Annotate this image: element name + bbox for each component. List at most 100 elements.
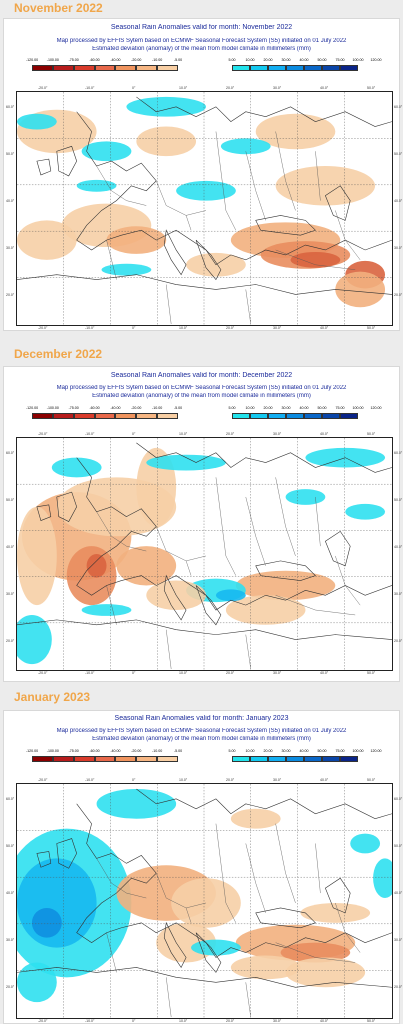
- country-border: [96, 165, 147, 206]
- legend-tick-label: 40.00: [299, 749, 309, 753]
- legend-swatch-positive: [232, 756, 250, 762]
- latitude-label: 60.0°: [6, 451, 15, 455]
- map-graphic: [17, 784, 392, 1018]
- dry-anomaly-area: [235, 570, 336, 601]
- coastline: [56, 145, 78, 177]
- latitude-label-right: 40.0°: [394, 545, 403, 549]
- dry-anomaly-area: [17, 506, 57, 606]
- coastline: [36, 851, 52, 868]
- coastline: [255, 907, 316, 929]
- country-border: [185, 907, 192, 923]
- legend-swatch-negative: [115, 756, 137, 762]
- longitude-label: -20.0°: [38, 1019, 48, 1023]
- coastline: [195, 239, 222, 281]
- country-border: [185, 215, 192, 231]
- wet-anomaly-area: [17, 962, 57, 1003]
- dry-anomaly-area: [275, 166, 376, 206]
- country-border: [275, 477, 296, 557]
- legend-swatch-negative: [94, 756, 116, 762]
- longitude-label-top: 40.0°: [320, 778, 329, 782]
- latitude-label-right: 40.0°: [394, 199, 403, 203]
- longitude-label: 40.0°: [320, 1019, 329, 1023]
- rain-anomaly-map: [16, 437, 393, 671]
- coastline: [121, 229, 392, 266]
- dry-anomaly-area: [86, 554, 107, 578]
- map-units-note: Estimated deviation (anomaly) of the mea…: [92, 736, 311, 742]
- longitude-label: 0°: [132, 671, 136, 675]
- map-title: Seasonal Rain Anomalies valid for month:…: [110, 372, 293, 379]
- coastline: [56, 491, 78, 522]
- latitude-label-right: 50.0°: [394, 498, 403, 502]
- coastline: [324, 530, 351, 567]
- country-border: [96, 511, 147, 552]
- dry-anomaly-area: [290, 251, 341, 268]
- legend-swatch-negative: [136, 65, 158, 71]
- latitude-label: 20.0°: [6, 293, 15, 297]
- country-border: [166, 977, 172, 1018]
- longitude-label: 30.0°: [273, 326, 282, 330]
- legend-tick-label: 30.00: [281, 406, 291, 410]
- latitude-label-right: 20.0°: [394, 639, 403, 643]
- legend-tick-label: 50.00: [317, 58, 327, 62]
- country-border: [315, 151, 321, 201]
- legend-swatch-negative: [94, 65, 116, 71]
- legend-tick-label: -5.00: [173, 406, 183, 410]
- latitude-label-right: 50.0°: [394, 844, 403, 848]
- legend-tick-label: 120.00: [370, 58, 382, 62]
- latitude-label: 20.0°: [6, 985, 15, 989]
- longitude-label-top: -10.0°: [85, 778, 95, 782]
- legend-swatch-positive: [304, 65, 322, 71]
- legend-tick-label: 30.00: [281, 58, 291, 62]
- legend-swatch-negative: [115, 413, 137, 419]
- coastline: [136, 788, 392, 820]
- country-border: [156, 180, 207, 216]
- country-border: [215, 823, 237, 923]
- country-border: [315, 843, 321, 894]
- longitude-label-top: 10.0°: [179, 86, 188, 90]
- section-title: November 2022: [14, 1, 103, 15]
- country-border: [166, 284, 172, 325]
- section-title: January 2023: [14, 690, 91, 704]
- legend-tick-label: -10.00: [152, 749, 163, 753]
- legend-tick-label: 50.00: [317, 749, 327, 753]
- legend-swatch-negative: [115, 65, 137, 71]
- legend-swatch-positive: [322, 65, 340, 71]
- country-border: [275, 823, 296, 904]
- wet-anomaly-area: [176, 180, 236, 201]
- dry-anomaly-area: [285, 957, 366, 988]
- longitude-label-top: 0°: [132, 432, 136, 436]
- map-units-note: Estimated deviation (anomaly) of the mea…: [92, 393, 311, 399]
- country-border: [166, 629, 172, 670]
- legend-swatch-positive: [268, 756, 286, 762]
- latitude-label: 30.0°: [6, 246, 15, 250]
- latitude-label-right: 30.0°: [394, 592, 403, 596]
- latitude-label-right: 60.0°: [394, 105, 403, 109]
- country-border: [245, 151, 266, 221]
- section-january-2023: January 2023 Seasonal Rain Anomalies val…: [0, 685, 403, 1024]
- legend-tick-label: -20.00: [131, 58, 142, 62]
- legend-swatch-positive: [250, 756, 268, 762]
- legend-swatch-negative: [73, 65, 95, 71]
- legend-tick-label: -75.00: [68, 58, 79, 62]
- longitude-label-top: -10.0°: [85, 432, 95, 436]
- coastline: [36, 158, 52, 176]
- longitude-label: 20.0°: [226, 326, 235, 330]
- longitude-label-top: 30.0°: [273, 86, 282, 90]
- legend-swatch-positive: [304, 413, 322, 419]
- wet-anomaly-area: [350, 833, 381, 854]
- coastline: [36, 504, 52, 521]
- longitude-label: 50.0°: [367, 1019, 376, 1023]
- section-november-2022: November 2022 Seasonal Rain Anomalies va…: [0, 0, 403, 340]
- country-border: [156, 873, 207, 909]
- country-border: [245, 496, 266, 566]
- coastline: [76, 457, 157, 596]
- legend-swatch-positive: [340, 413, 358, 419]
- longitude-label-top: 50.0°: [367, 778, 376, 782]
- wet-anomaly-area: [31, 907, 62, 938]
- longitude-label: 0°: [132, 326, 136, 330]
- legend-swatch-positive: [340, 65, 358, 71]
- legend-tick-label: 30.00: [281, 749, 291, 753]
- legend-swatch-positive: [250, 413, 268, 419]
- color-legend: -120.00 -100.00 -75.00 -60.00 -40.00 -20.00 -1…: [4, 57, 399, 75]
- legend-tick-label: -100.00: [46, 406, 59, 410]
